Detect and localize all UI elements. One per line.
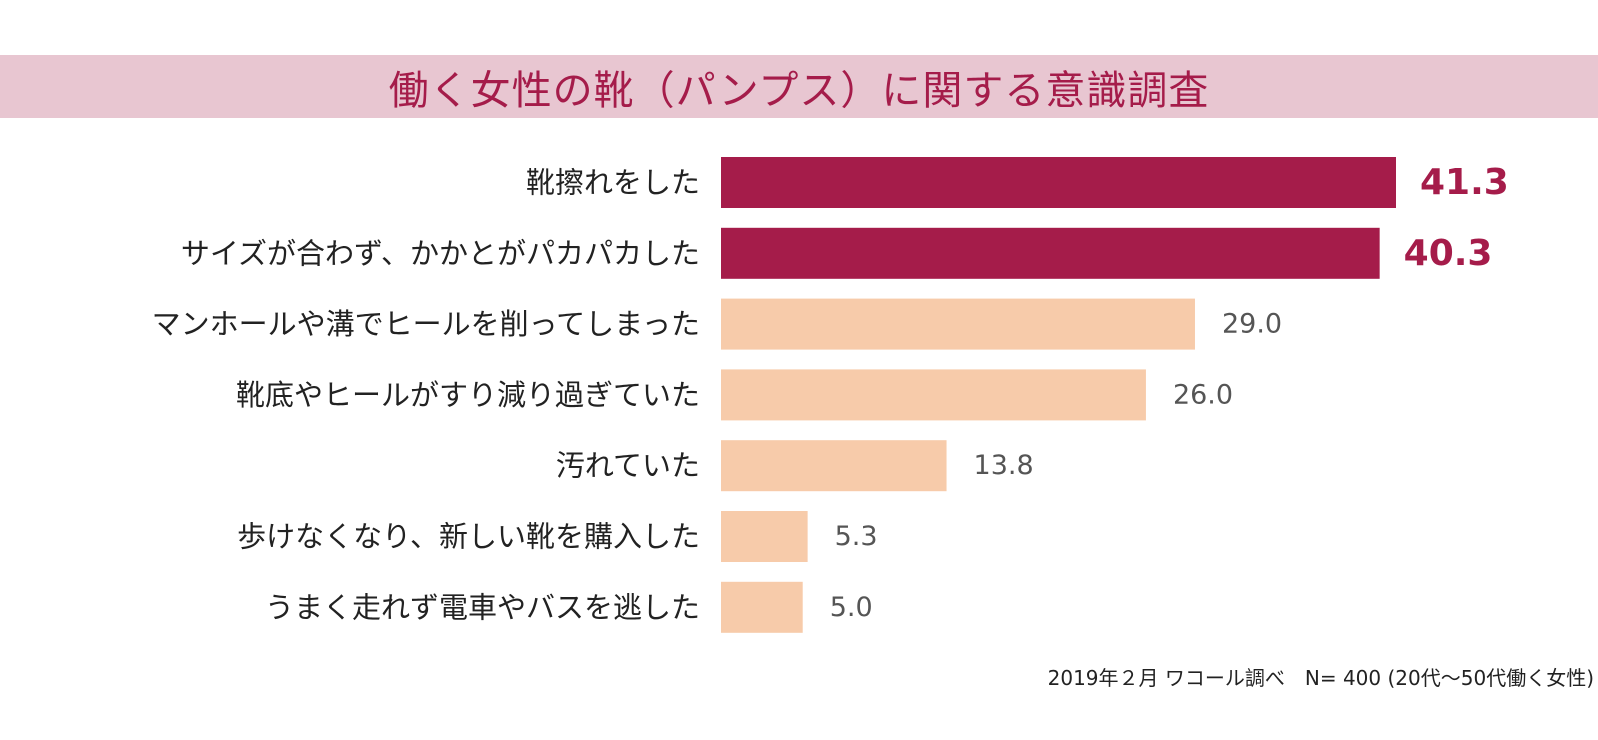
- bar: [721, 581, 803, 633]
- value-label: 5.3: [835, 521, 878, 552]
- value-label: 40.3: [1404, 233, 1493, 274]
- bar: [721, 298, 1195, 350]
- category-label: サイズが合わず、かかとがパカパカした: [181, 236, 700, 270]
- title-band: 働く女性の靴（パンプス）に関する意識調査: [0, 55, 1598, 118]
- bar: [721, 511, 808, 562]
- value-label: 5.0: [830, 592, 873, 623]
- category-label: うまく走れず電車やバスを逃した: [265, 590, 700, 624]
- bar: [721, 157, 1396, 208]
- bar: [721, 227, 1380, 279]
- value-label: 26.0: [1173, 379, 1233, 410]
- value-label: 13.8: [974, 450, 1034, 481]
- bar: [721, 369, 1146, 421]
- category-label: 汚れていた: [556, 449, 700, 483]
- bar: [721, 440, 947, 492]
- value-label: 29.0: [1222, 309, 1282, 340]
- chart-title: 働く女性の靴（パンプス）に関する意識調査: [388, 67, 1210, 114]
- category-label: 歩けなくなり、新しい靴を購入した: [237, 520, 700, 554]
- category-label: 靴擦れをした: [526, 166, 700, 200]
- source-note: 2019年２月 ワコール調べ N= 400 (20代〜50代働く女性): [1047, 666, 1594, 690]
- category-label: 靴底やヒールがすり減り過ぎていた: [236, 378, 700, 412]
- category-label: マンホールや溝でヒールを削ってしまった: [152, 307, 700, 341]
- value-label: 41.3: [1420, 162, 1509, 203]
